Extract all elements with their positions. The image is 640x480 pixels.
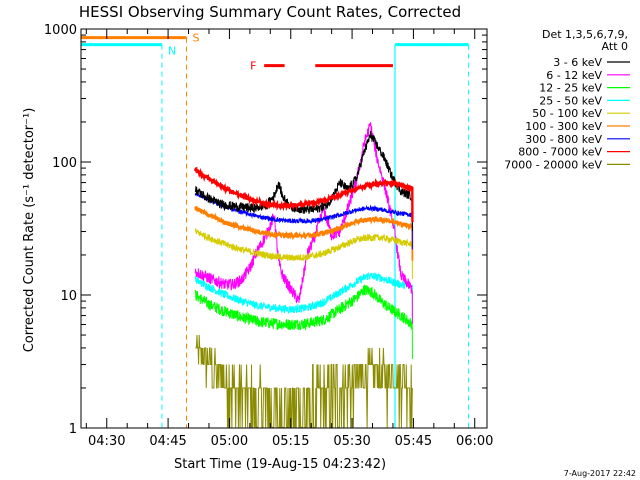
x-tick-label: 05:45	[395, 434, 432, 449]
legend-entry-label: 3 - 6 keV	[553, 56, 602, 69]
legend-entry-label: 12 - 25 keV	[539, 82, 602, 95]
x-tick-label: 05:00	[211, 434, 248, 449]
legend-entry-label: 6 - 12 keV	[546, 69, 602, 82]
y-axis-label: Corrected Count Rate (s⁻¹ detector⁻¹)	[22, 108, 37, 353]
marker-layer: N S F	[81, 32, 470, 428]
flare-marker-label: F	[250, 60, 256, 73]
x-tick-label: 06:00	[456, 434, 493, 449]
series-line	[194, 228, 413, 280]
y-tick-label: 1000	[44, 23, 77, 38]
series-line	[195, 334, 413, 428]
series-line	[194, 271, 413, 322]
y-tick-label: 1	[69, 422, 77, 437]
y-tick-label: 100	[52, 156, 77, 171]
x-tick-label: 04:45	[149, 434, 186, 449]
chart-title: HESSI Observing Summary Count Rates, Cor…	[79, 3, 461, 21]
saa-marker-label: S	[192, 32, 199, 45]
series-line	[194, 206, 414, 261]
legend-entry-label: 300 - 800 keV	[525, 133, 602, 146]
x-tick-label: 05:15	[272, 434, 309, 449]
axis-layer: 1 10 100 1000 04:30 04:45 05:00 05:15 05:30 05:45…	[44, 23, 494, 449]
y-tick-label: 10	[60, 289, 77, 304]
x-axis-label: Start Time (19-Aug-15 04:23:42)	[174, 457, 386, 472]
legend-header-attenuator: Att 0	[602, 40, 628, 53]
x-tick-label: 04:30	[88, 434, 125, 449]
x-tick-label: 05:30	[333, 434, 370, 449]
legend-entry-label: 7000 - 20000 keV	[504, 158, 602, 171]
legend-entry-label: 100 - 300 keV	[525, 120, 602, 133]
legend-entry-label: 50 - 100 keV	[532, 107, 602, 120]
legend-entry-label: 25 - 50 keV	[539, 94, 602, 107]
series-layer	[194, 122, 414, 428]
night-marker-label: N	[168, 45, 176, 58]
plot-frame	[80, 28, 488, 429]
series-line	[194, 166, 414, 223]
series-line	[194, 130, 413, 232]
series-line	[194, 122, 413, 325]
legend-entry-label: 800 - 7000 keV	[518, 146, 602, 159]
legend-header: Det 1,3,5,6,7,9,	[542, 28, 628, 41]
footer-timestamp: 7-Aug-2017 22:42	[564, 469, 636, 478]
series-line	[194, 284, 413, 360]
